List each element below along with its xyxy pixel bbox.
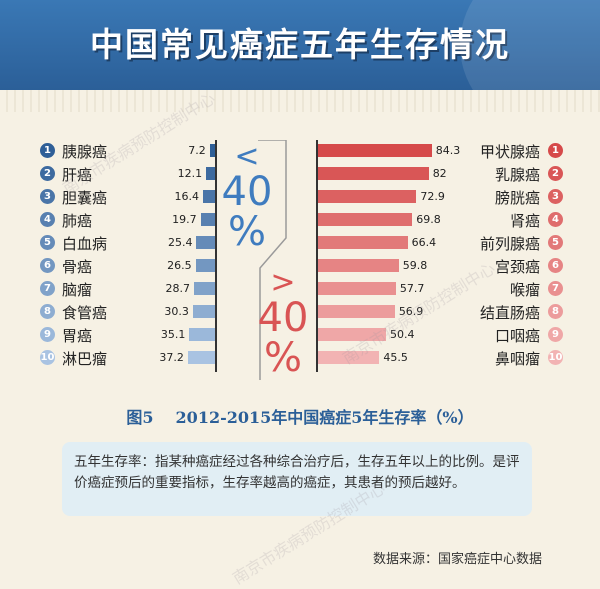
category-label: 宫颈癌 [494,258,540,276]
bar [209,144,215,157]
left-axis-line [215,140,217,372]
low-survival-marker: < 40 % [212,139,282,255]
bar [203,190,215,203]
data-label: 72.9 [420,190,445,203]
title-banner: 中国常见癌症五年生存情况 [0,0,600,90]
category-label: 胃癌 [62,327,93,345]
rank-badge: 10 [548,350,563,365]
rank-badge: 5 [548,235,563,250]
rank-badge: 5 [40,235,55,250]
category-label: 乳腺癌 [494,166,540,184]
caption-text: 2012-2015年中国癌症5年生存率（%） [175,408,474,427]
rank-badge: 2 [548,166,563,181]
data-label: 30.3 [164,305,189,318]
category-label: 骨癌 [62,258,93,276]
category-label: 淋巴瘤 [62,350,108,368]
bar [318,236,408,249]
rank-badge: 10 [40,350,55,365]
high-value: 40 [257,295,309,341]
category-label: 口咽癌 [494,327,540,345]
low-symbol: < [234,139,260,174]
rank-badge: 7 [548,281,563,296]
rank-badge: 3 [548,189,563,204]
bar [318,351,380,364]
category-label: 鼻咽瘤 [494,350,540,368]
data-label: 59.8 [402,259,428,272]
bar [318,328,387,341]
data-label: 12.1 [177,167,203,180]
data-label: 45.5 [383,351,408,364]
data-label: 16.4 [174,190,200,203]
bar [196,236,215,249]
low-value: 40 [221,169,273,215]
chart-caption: 图5 2012-2015年中国癌症5年生存率（%） [0,404,600,428]
bar [194,282,215,295]
rank-badge: 3 [40,189,55,204]
bar [192,305,215,318]
category-label: 喉瘤 [509,281,540,299]
bar [206,167,215,180]
data-label: 7.2 [188,144,206,157]
rank-badge: 6 [40,258,55,273]
rank-badge: 7 [40,281,55,296]
right-axis-line [316,140,318,372]
category-label: 结直肠癌 [479,304,540,322]
high-unit: % [263,335,302,381]
high-symbol: > [270,265,296,300]
rank-badge: 8 [548,304,563,319]
data-label: 25.4 [167,236,193,249]
category-label: 甲状腺癌 [479,143,540,161]
data-label: 56.9 [398,305,424,318]
data-label: 57.7 [399,282,425,295]
definition-note: 五年生存率：指某种癌症经过各种综合治疗后，生存五年以上的比例。是评价癌症预后的重… [62,442,532,516]
bar [318,213,413,226]
category-label: 前列腺癌 [479,235,540,253]
category-label: 食管癌 [62,304,108,322]
category-label: 膀胱癌 [494,189,540,207]
data-label: 28.7 [165,282,191,295]
bar [318,305,395,318]
figure-number: 图5 [126,408,154,427]
low-unit: % [227,209,266,255]
bar [318,144,432,157]
data-label: 69.8 [416,213,441,226]
rank-badge: 9 [548,327,563,342]
data-source: 数据来源：国家癌症中心数据 [372,552,542,567]
data-label: 50.4 [390,328,415,341]
category-label: 肝癌 [62,166,93,184]
rank-badge: 4 [548,212,563,227]
rank-badge: 1 [548,143,563,158]
zone-divider [258,140,287,380]
bar [195,259,215,272]
bar [189,328,215,341]
bar [200,213,215,226]
bar [318,167,429,180]
data-label: 66.4 [411,236,437,249]
bar [318,282,396,295]
rank-badge: 1 [40,143,55,158]
chart-title: 中国常见癌症五年生存情况 [90,25,510,64]
category-label: 脑瘤 [62,281,93,299]
decorative-band [0,90,600,112]
bar [318,190,417,203]
category-label: 肺癌 [62,212,93,230]
data-label: 37.2 [159,351,184,364]
data-label: 84.3 [435,144,461,157]
high-survival-marker: > 40 % [248,265,318,381]
rank-badge: 4 [40,212,55,227]
category-label: 肾癌 [509,212,540,230]
category-label: 白血病 [62,235,108,253]
rank-badge: 6 [548,258,563,273]
data-label: 26.5 [167,259,192,272]
rank-badge: 2 [40,166,55,181]
category-label: 胆囊癌 [62,189,108,207]
data-label: 35.1 [160,328,186,341]
data-label: 82 [432,167,447,180]
rank-badge: 9 [40,327,55,342]
rank-badge: 8 [40,304,55,319]
category-label: 胰腺癌 [62,143,108,161]
bar [187,351,215,364]
bar [318,259,399,272]
data-label: 19.7 [172,213,197,226]
